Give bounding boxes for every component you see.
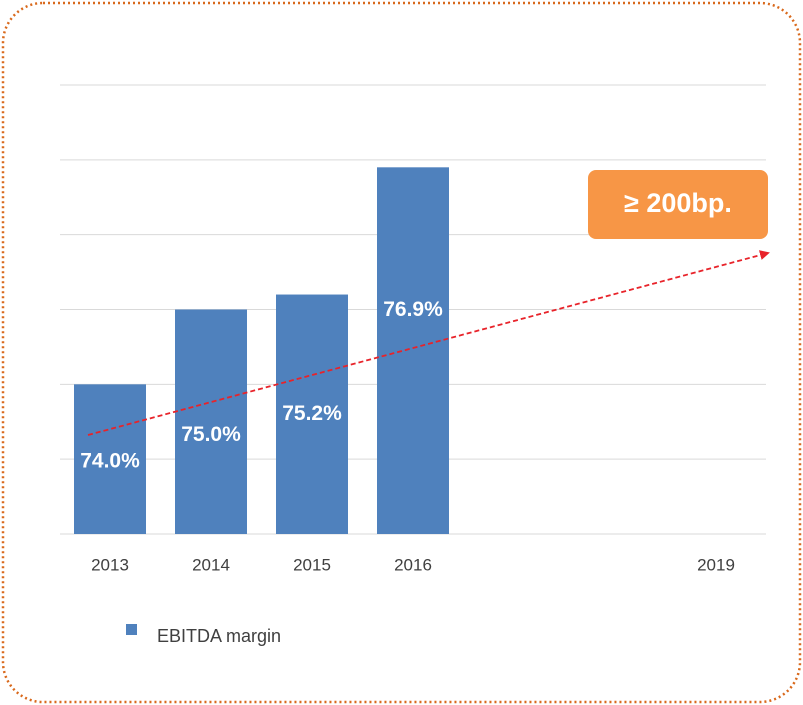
data-label: 75.2%	[282, 402, 342, 425]
data-label: 75.0%	[181, 423, 241, 446]
bar	[74, 384, 146, 534]
bar	[175, 309, 247, 534]
x-tick-label: 2013	[91, 555, 129, 574]
x-tick-label: 2014	[192, 555, 230, 574]
legend-swatch	[126, 624, 137, 635]
bar	[377, 167, 449, 535]
annotation-box	[588, 170, 768, 239]
legend-label: EBITDA margin	[157, 626, 281, 646]
trend-arrow	[87, 250, 770, 436]
data-label: 76.9%	[383, 298, 443, 321]
x-tick-label: 2015	[293, 555, 331, 574]
x-tick-label: 2019	[697, 555, 735, 574]
bar	[276, 294, 348, 534]
annotation-text: ≥ 200bp.	[624, 188, 732, 218]
data-label: 74.0%	[80, 450, 140, 473]
x-tick-label: 2016	[394, 555, 432, 574]
